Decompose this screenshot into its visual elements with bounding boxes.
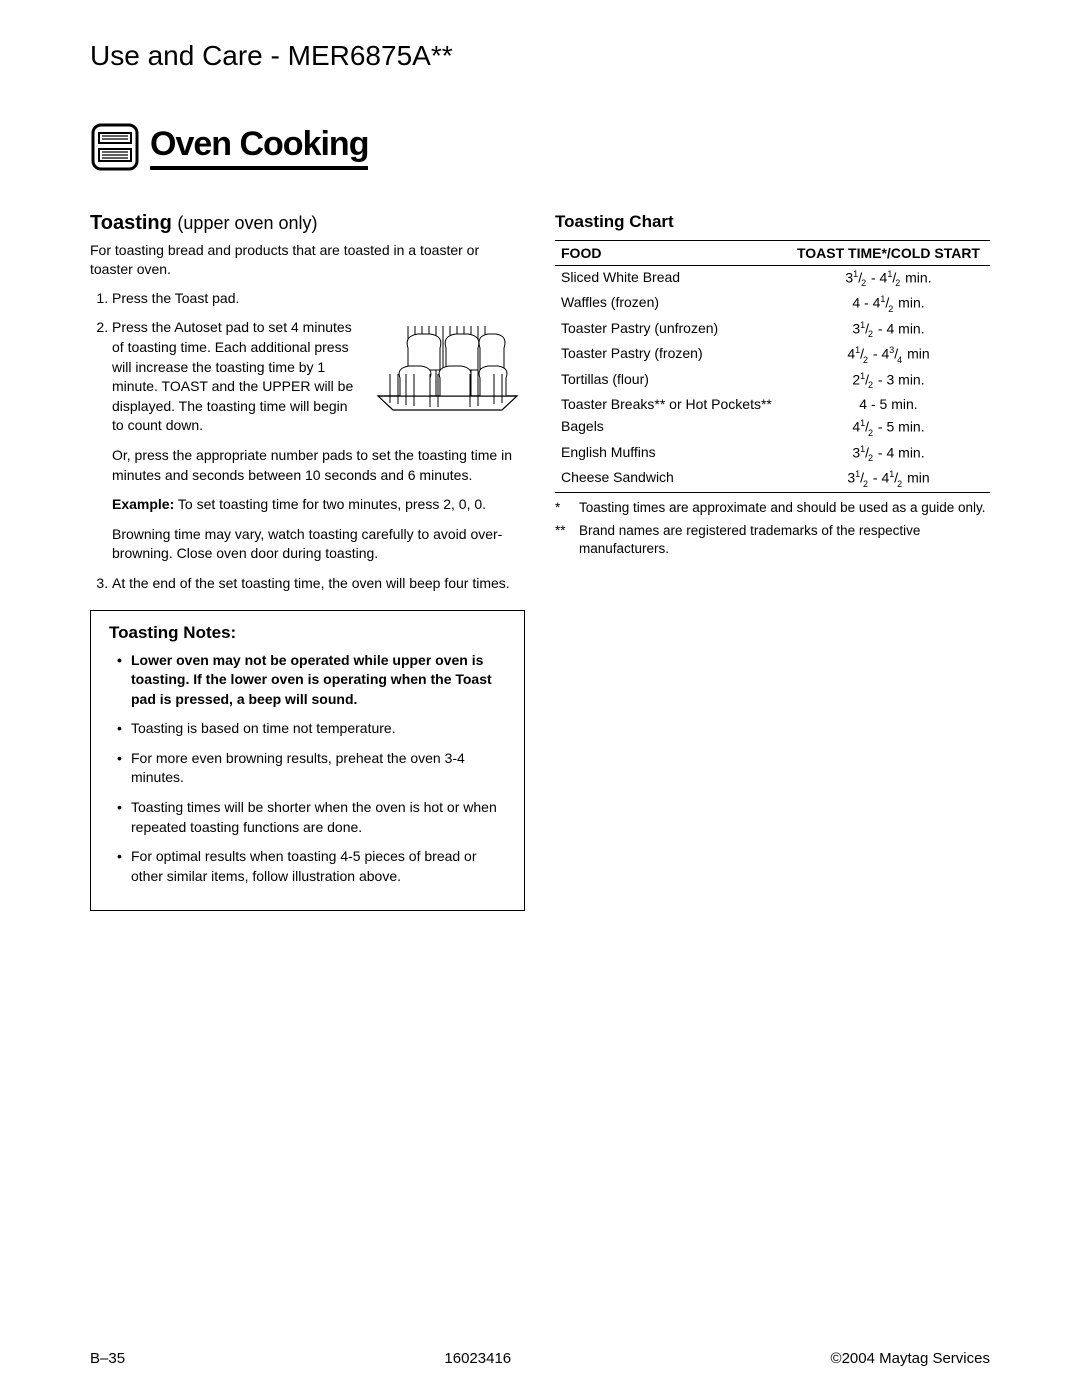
footnote-2: ** Brand names are registered trademarks… xyxy=(555,522,990,560)
table-row: Waffles (frozen)4 - 41/2 min. xyxy=(555,291,990,316)
note-4: Toasting times will be shorter when the … xyxy=(121,798,506,837)
time-cell: 41/2 - 43/4 min xyxy=(787,342,990,367)
step-2c: Or, press the appropriate number pads to… xyxy=(112,446,525,485)
food-cell: Sliced White Bread xyxy=(555,266,787,292)
oven-icon xyxy=(90,122,140,172)
table-row: Toaster Breaks** or Hot Pockets**4 - 5 m… xyxy=(555,393,990,415)
toasting-chart-table: FOOD TOAST TIME*/COLD START Sliced White… xyxy=(555,240,990,493)
col-food-header: FOOD xyxy=(555,241,787,266)
note-3: For more even browning results, preheat … xyxy=(121,749,506,788)
step-2: Press the Autoset pad to set 4 minutes o… xyxy=(112,318,525,564)
food-cell: Tortillas (flour) xyxy=(555,368,787,393)
table-row: Cheese Sandwich31/2 - 41/2 min xyxy=(555,466,990,492)
footnote-2-text: Brand names are registered trademarks of… xyxy=(579,522,990,560)
example-text: To set toasting time for two minutes, pr… xyxy=(174,496,486,512)
chart-title: Toasting Chart xyxy=(555,212,990,232)
toasting-intro: For toasting bread and products that are… xyxy=(90,241,525,279)
toasting-notes-box: Toasting Notes: Lower oven may not be op… xyxy=(90,610,525,912)
food-cell: Waffles (frozen) xyxy=(555,291,787,316)
toasting-heading: Toasting (upper oven only) xyxy=(90,212,525,235)
time-cell: 31/2 - 4 min. xyxy=(787,441,990,466)
food-cell: Bagels xyxy=(555,415,787,440)
time-cell: 4 - 5 min. xyxy=(787,393,990,415)
food-cell: Toaster Breaks** or Hot Pockets** xyxy=(555,393,787,415)
page-title: Use and Care - MER6875A** xyxy=(90,40,990,72)
toasting-heading-sub: (upper oven only) xyxy=(177,213,317,233)
food-cell: Cheese Sandwich xyxy=(555,466,787,492)
footer-left: B–35 xyxy=(90,1350,125,1367)
chart-footnotes: * Toasting times are approximate and sho… xyxy=(555,499,990,560)
example-label: Example: xyxy=(112,496,174,512)
page-footer: B–35 16023416 ©2004 Maytag Services xyxy=(90,1350,990,1367)
time-cell: 21/2 - 3 min. xyxy=(787,368,990,393)
food-cell: Toaster Pastry (unfrozen) xyxy=(555,317,787,342)
toasting-heading-main: Toasting xyxy=(90,212,172,234)
time-cell: 31/2 - 41/2 min xyxy=(787,466,990,492)
footnote-1-text: Toasting times are approximate and shoul… xyxy=(579,499,986,518)
col-time-header: TOAST TIME*/COLD START xyxy=(787,241,990,266)
note-5: For optimal results when toasting 4-5 pi… xyxy=(121,847,506,886)
chart-body: Sliced White Bread31/2 - 41/2 min.Waffle… xyxy=(555,266,990,493)
left-column: Toasting (upper oven only) For toasting … xyxy=(90,212,525,911)
time-cell: 31/2 - 41/2 min. xyxy=(787,266,990,292)
step-2e: Browning time may vary, watch toasting c… xyxy=(112,525,525,564)
table-row: Bagels41/2 - 5 min. xyxy=(555,415,990,440)
section-header: Oven Cooking xyxy=(90,122,990,172)
footer-center: 16023416 xyxy=(444,1350,511,1367)
footnote-1-mark: * xyxy=(555,499,573,518)
toasting-steps: Press the Toast pad. xyxy=(90,289,525,594)
time-cell: 31/2 - 4 min. xyxy=(787,317,990,342)
right-column: Toasting Chart FOOD TOAST TIME*/COLD STA… xyxy=(555,212,990,911)
section-title: Oven Cooking xyxy=(150,125,368,170)
step-2d: Example: To set toasting time for two mi… xyxy=(112,495,525,515)
notes-list: Lower oven may not be operated while upp… xyxy=(109,651,506,887)
oven-rack-illustration xyxy=(370,318,525,418)
table-header-row: FOOD TOAST TIME*/COLD START xyxy=(555,241,990,266)
table-row: Toaster Pastry (frozen)41/2 - 43/4 min xyxy=(555,342,990,367)
note-2: Toasting is based on time not temperatur… xyxy=(121,719,506,739)
food-cell: English Muffins xyxy=(555,441,787,466)
table-row: Tortillas (flour)21/2 - 3 min. xyxy=(555,368,990,393)
note-1: Lower oven may not be operated while upp… xyxy=(121,651,506,710)
step-3: At the end of the set toasting time, the… xyxy=(112,574,525,594)
table-row: Toaster Pastry (unfrozen)31/2 - 4 min. xyxy=(555,317,990,342)
footnote-1: * Toasting times are approximate and sho… xyxy=(555,499,990,518)
footer-right: ©2004 Maytag Services xyxy=(831,1350,990,1367)
food-cell: Toaster Pastry (frozen) xyxy=(555,342,787,367)
table-row: English Muffins31/2 - 4 min. xyxy=(555,441,990,466)
time-cell: 4 - 41/2 min. xyxy=(787,291,990,316)
footnote-2-mark: ** xyxy=(555,522,573,560)
content-columns: Toasting (upper oven only) For toasting … xyxy=(90,212,990,911)
table-row: Sliced White Bread31/2 - 41/2 min. xyxy=(555,266,990,292)
time-cell: 41/2 - 5 min. xyxy=(787,415,990,440)
notes-title: Toasting Notes: xyxy=(109,623,506,643)
step-1: Press the Toast pad. xyxy=(112,289,525,309)
